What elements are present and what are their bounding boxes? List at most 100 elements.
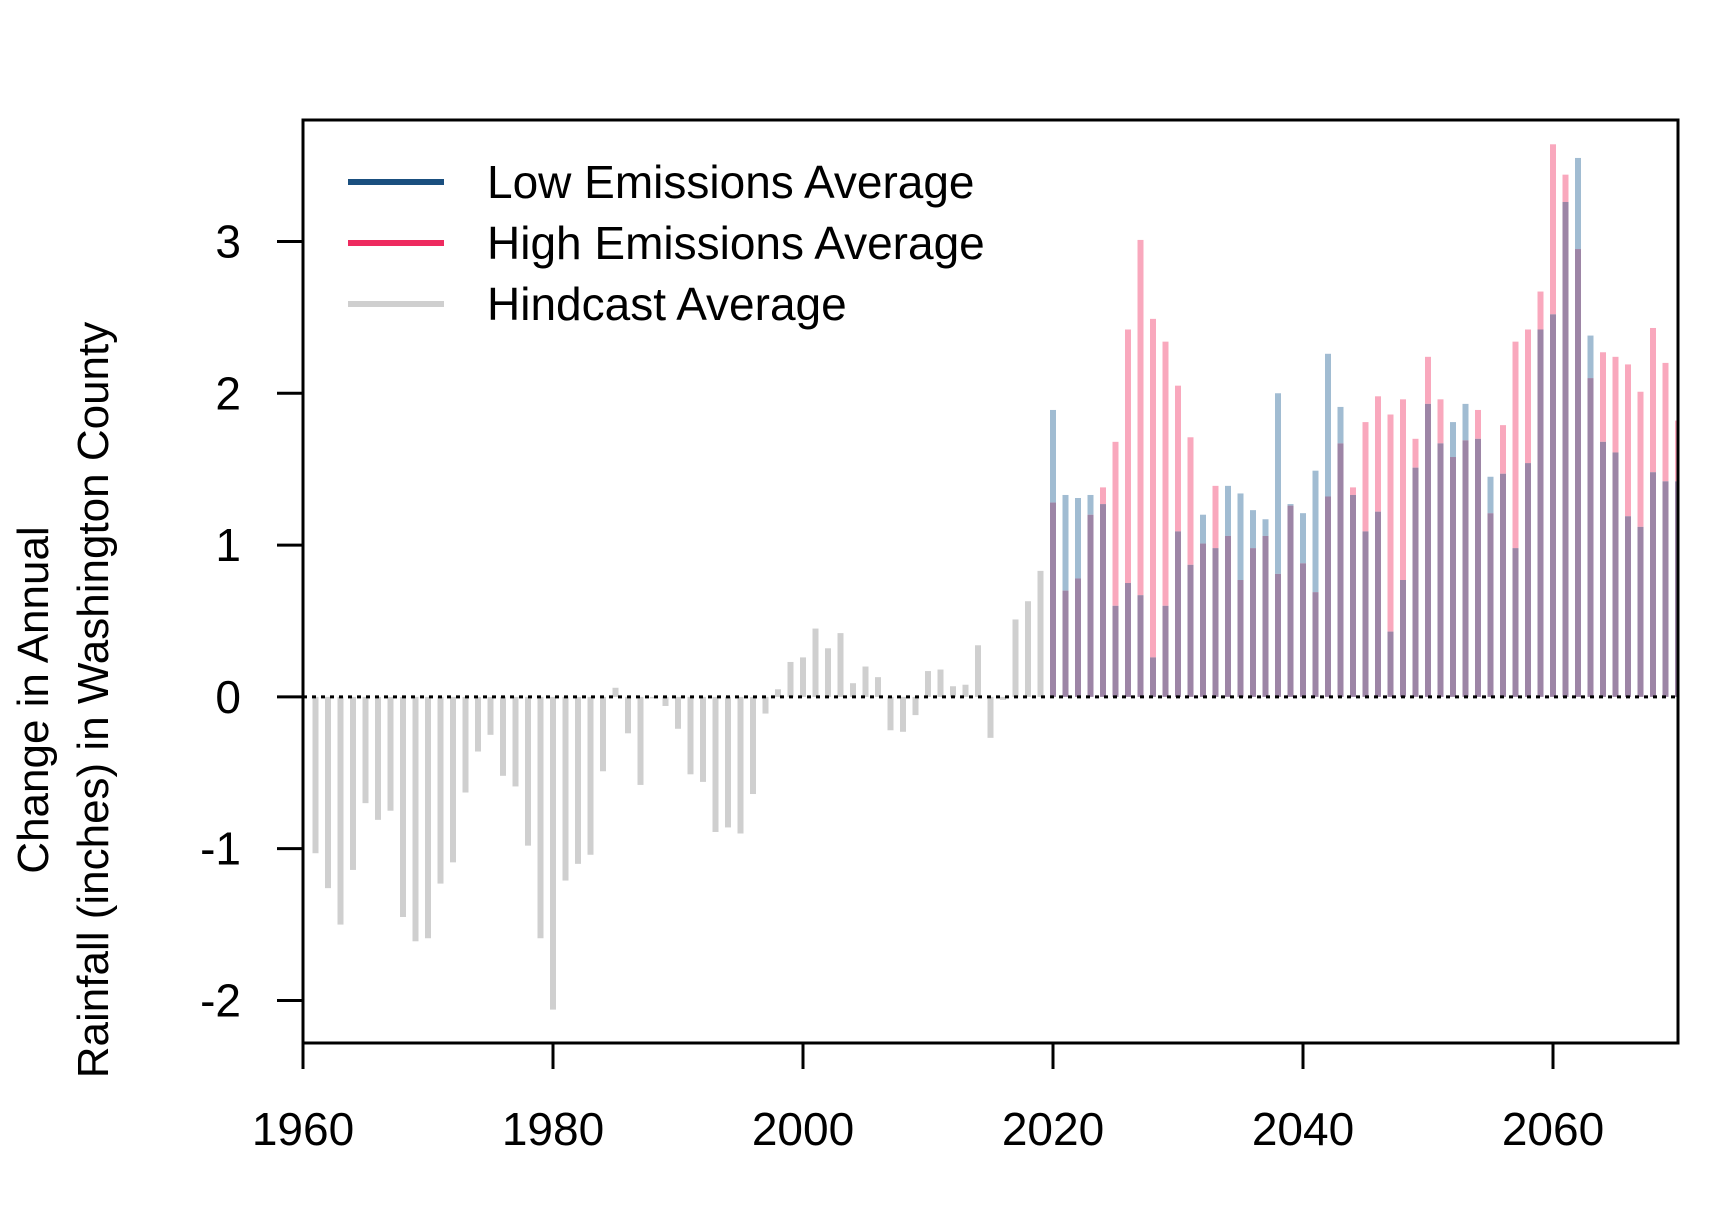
emissions-overlap-bar	[1187, 564, 1194, 697]
hindcast-bar	[762, 696, 769, 714]
hindcast-bar	[862, 666, 869, 697]
hindcast-bar	[550, 696, 556, 1010]
hindcast-bar	[937, 669, 944, 697]
emissions-overlap-bar	[1575, 249, 1581, 697]
emissions-overlap-bar	[1250, 548, 1256, 697]
hindcast-bar	[612, 687, 619, 697]
high-emissions-bar	[1562, 174, 1569, 202]
emissions-overlap-bar	[1650, 472, 1656, 697]
emissions-overlap-bar	[1312, 592, 1319, 697]
emissions-overlap-bar	[1487, 513, 1494, 697]
emissions-overlap-bar	[1125, 583, 1131, 697]
low-emissions-bar	[1250, 510, 1256, 549]
low-emissions-bar	[1325, 353, 1331, 497]
high-emissions-bar	[1637, 391, 1644, 527]
hindcast-bar	[487, 696, 494, 735]
hindcast-bar	[875, 677, 881, 697]
hindcast-bar	[437, 696, 444, 884]
hindcast-bar	[675, 696, 681, 729]
legend-label: High Emissions Average	[487, 217, 985, 269]
hindcast-bar	[725, 696, 731, 828]
bars-layer	[312, 144, 1678, 1010]
high-emissions-bar	[1425, 356, 1431, 404]
hindcast-bar	[400, 696, 406, 917]
x-tick-label: 1980	[502, 1103, 604, 1155]
emissions-overlap-bar	[1662, 481, 1669, 697]
hindcast-bar	[987, 696, 994, 738]
emissions-overlap-bar	[1450, 457, 1456, 697]
hindcast-bar	[912, 696, 919, 716]
hindcast-bar	[500, 696, 506, 776]
hindcast-bar	[900, 696, 906, 732]
hindcast-bar	[1012, 619, 1019, 697]
hindcast-bar	[525, 696, 531, 846]
emissions-overlap-bar	[1425, 403, 1431, 697]
high-emissions-bar	[1162, 341, 1169, 606]
emissions-overlap-bar	[1350, 494, 1356, 697]
low-emissions-bar	[1275, 393, 1281, 574]
emissions-overlap-bar	[1212, 548, 1219, 697]
high-emissions-bar	[1612, 356, 1619, 453]
high-emissions-bar	[1600, 352, 1606, 442]
emissions-overlap-bar	[1612, 452, 1619, 697]
low-emissions-bar	[1225, 485, 1231, 536]
high-emissions-bar	[1400, 399, 1406, 580]
hindcast-bar	[687, 696, 694, 775]
high-emissions-bar	[1150, 318, 1156, 658]
x-axis: 1960 1980 2000 2020 2040 2060	[252, 1043, 1604, 1155]
high-emissions-bar	[1187, 437, 1194, 565]
high-emissions-bar	[1375, 396, 1381, 512]
high-emissions-bar	[1500, 425, 1506, 474]
emissions-overlap-bar	[1625, 516, 1631, 697]
emissions-overlap-bar	[1525, 463, 1531, 697]
y-tick-label: 3	[215, 215, 241, 267]
x-tick-label: 2040	[1252, 1103, 1354, 1155]
emissions-overlap-bar	[1300, 563, 1306, 697]
hindcast-bar	[737, 696, 744, 834]
hindcast-bar	[925, 671, 931, 697]
y-tick-label: 1	[215, 519, 241, 571]
low-emissions-bar	[1075, 498, 1081, 579]
emissions-overlap-bar	[1225, 535, 1231, 697]
hindcast-bar	[825, 648, 831, 697]
emissions-overlap-bar	[1062, 590, 1069, 697]
hindcast-bar	[350, 696, 356, 870]
emissions-overlap-bar	[1075, 578, 1081, 697]
hindcast-bar	[887, 696, 894, 731]
emissions-overlap-bar	[1112, 605, 1119, 697]
high-emissions-bar	[1625, 364, 1631, 517]
low-emissions-bar	[1575, 157, 1581, 250]
hindcast-bar	[412, 696, 419, 942]
y-tick-label: 2	[215, 367, 241, 419]
low-emissions-bar	[1462, 403, 1469, 441]
hindcast-bar	[625, 696, 631, 734]
x-tick-label: 2000	[752, 1103, 854, 1155]
low-emissions-bar	[1287, 504, 1294, 506]
y-tick-label: -2	[200, 974, 241, 1026]
hindcast-bar	[950, 686, 956, 697]
plot-frame	[301, 118, 1680, 1045]
hindcast-bar	[850, 683, 856, 697]
low-emissions-bar	[1487, 476, 1494, 514]
emissions-overlap-bar	[1437, 443, 1444, 697]
legend: Low Emissions Average High Emissions Aver…	[348, 156, 985, 330]
hindcast-bar	[337, 696, 344, 925]
emissions-overlap-bar	[1587, 378, 1594, 697]
high-emissions-bar	[1350, 487, 1356, 495]
emissions-overlap-bar	[1150, 657, 1156, 697]
y-axis: 3 2 1 0 -1 -2	[200, 215, 303, 1026]
high-emissions-bar	[1525, 329, 1531, 464]
low-emissions-bar	[1450, 422, 1456, 458]
high-emissions-bar	[1125, 329, 1131, 584]
emissions-overlap-bar	[1362, 531, 1369, 697]
hindcast-bar	[662, 696, 669, 706]
emissions-overlap-bar	[1387, 631, 1394, 697]
low-emissions-bar	[1262, 519, 1269, 536]
hindcast-bar	[812, 628, 819, 697]
hindcast-bar	[1037, 570, 1044, 697]
low-emissions-bar	[1337, 406, 1344, 444]
hindcast-bar	[562, 696, 569, 881]
hindcast-bar	[375, 696, 381, 820]
emissions-overlap-bar	[1375, 511, 1381, 697]
hindcast-bar	[1025, 601, 1031, 697]
